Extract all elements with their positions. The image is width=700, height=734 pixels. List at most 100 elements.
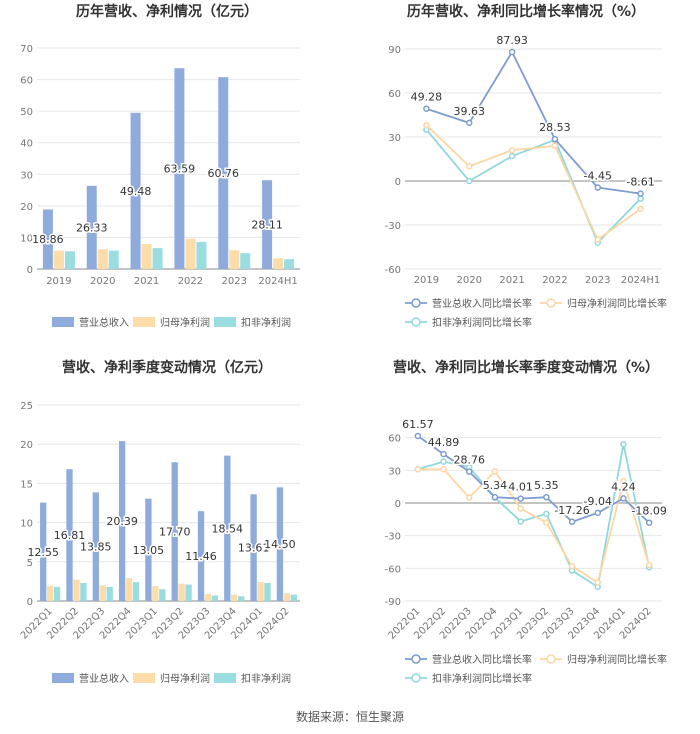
quarterly-growth-point-1 <box>517 505 524 512</box>
quarterly-revenue-bar-1 <box>204 593 212 601</box>
annual-growth-point-1 <box>508 146 516 154</box>
quarterly-revenue-legend-swatch <box>52 673 74 683</box>
quarterly-revenue-bar-2 <box>238 596 245 601</box>
quarterly-growth-legend-label: 归母净利润同比增长率 <box>567 653 667 666</box>
quarterly-growth-data-label: -9.04 <box>584 495 612 508</box>
quarterly-revenue-legend-label: 归母净利润 <box>160 672 210 685</box>
quarterly-revenue-data-label: 14.50 <box>264 538 296 551</box>
annual-revenue-bar-0 <box>174 68 185 269</box>
annual-growth-legend-label: 扣非净利润同比增长率 <box>432 316 532 329</box>
quarterly-growth-point-0 <box>620 495 627 502</box>
quarterly-revenue-bar-2 <box>106 586 113 601</box>
quarterly-revenue-bar-0 <box>171 462 178 601</box>
quarterly-growth-point-1 <box>543 519 550 526</box>
annual-growth-point-0 <box>594 184 601 191</box>
annual-growth-point-1 <box>466 163 473 170</box>
annual-revenue-bar-1 <box>97 249 108 269</box>
quarterly-growth-data-label: 4.01 <box>508 481 533 494</box>
quarterly-revenue-legend-swatch <box>214 673 236 683</box>
annual-revenue-bar-1 <box>53 250 64 269</box>
quarterly-revenue-data-label: 16.81 <box>54 529 86 542</box>
annual-revenue-data-label: 63.59 <box>164 163 196 176</box>
quarterly-revenue-bar-2 <box>264 582 271 601</box>
annual-revenue-ytick-label: 0 <box>27 265 33 276</box>
quarterly-revenue-legend-label: 扣非净利润 <box>241 672 291 685</box>
quarterly-growth-data-label: 5.35 <box>534 479 559 492</box>
quarterly-growth-data-label: -18.09 <box>631 505 666 518</box>
annual-revenue-legend-label: 扣非净利润 <box>241 316 291 329</box>
quarterly-growth-legend-swatch <box>411 673 421 683</box>
annual-revenue-xtick-label: 2021 <box>134 276 159 287</box>
annual-revenue-data-label: 28.11 <box>251 219 283 232</box>
quarterly-growth-legend-label: 营业总收入同比增长率 <box>432 653 532 666</box>
quarterly-revenue-bar-0 <box>118 441 126 601</box>
annual-revenue-ytick-label: 60 <box>20 76 33 87</box>
quarterly-growth-point-0 <box>414 432 422 440</box>
annual-revenue-xtick-label: 2019 <box>46 276 71 287</box>
quarterly-growth-data-label: -17.26 <box>554 504 589 517</box>
quarterly-growth-point-2 <box>543 510 550 518</box>
quarterly-growth-data-label: 61.57 <box>402 418 434 431</box>
annual-revenue-bar-2 <box>108 250 119 269</box>
annual-revenue-bar-2 <box>64 251 75 269</box>
quarterly-revenue-bar-0 <box>92 492 99 601</box>
quarterly-growth-point-0 <box>594 509 601 517</box>
quarterly-growth-point-1 <box>568 562 576 570</box>
annual-growth-point-0 <box>423 105 430 112</box>
quarterly-growth-legend-label: 扣非净利润同比增长率 <box>432 672 532 685</box>
annual-growth-legend-swatch <box>546 298 556 308</box>
quarterly-revenue-bar-2 <box>80 582 87 601</box>
quarterly-revenue-ytick-label: 25 <box>20 401 33 412</box>
quarterly-revenue-data-label: 20.39 <box>106 515 138 528</box>
annual-growth-line-2 <box>425 129 642 245</box>
annual-revenue-title: 历年营收、净利情况（亿元） <box>76 3 258 20</box>
quarterly-growth-data-label: 44.89 <box>428 436 460 449</box>
quarterly-growth-data-label: 5.34 <box>483 479 508 492</box>
quarterly-revenue-bar-1 <box>283 593 291 601</box>
quarterly-revenue-bar-1 <box>46 586 54 601</box>
annual-growth-point-1 <box>551 142 559 150</box>
quarterly-growth-point-1 <box>620 477 627 485</box>
quarterly-revenue-ytick-label: 5 <box>27 558 33 569</box>
quarterly-revenue-bar-1 <box>73 579 80 601</box>
quarterly-revenue-chart: 营收、净利季度变动情况（亿元）05101520252022Q12022Q2202… <box>19 359 300 685</box>
annual-growth-point-2 <box>466 177 473 185</box>
annual-revenue-xtick-label: 2022 <box>178 276 203 287</box>
quarterly-growth-point-2 <box>517 518 524 525</box>
quarterly-growth-ytick-label: 30 <box>388 466 401 477</box>
quarterly-growth-data-label: 28.76 <box>454 454 486 467</box>
annual-revenue-xtick-label: 2020 <box>90 276 115 287</box>
annual-growth-line-0 <box>426 50 641 195</box>
quarterly-revenue-bar-0 <box>66 469 73 601</box>
quarterly-revenue-bar-2 <box>159 589 166 601</box>
quarterly-growth-line-2 <box>417 444 651 589</box>
annual-growth-point-1 <box>423 122 430 129</box>
annual-revenue-bar-1 <box>273 258 284 269</box>
quarterly-growth-point-2 <box>440 458 447 465</box>
annual-revenue-xtick-label: 2024H1 <box>258 276 297 287</box>
annual-revenue-bar-0 <box>42 209 53 269</box>
annual-growth-ytick-label: 30 <box>388 133 401 144</box>
annual-growth-legend-swatch <box>411 298 421 308</box>
quarterly-growth-point-1 <box>440 465 447 473</box>
annual-revenue-legend-swatch <box>133 317 155 327</box>
quarterly-growth-legend-swatch <box>546 654 556 664</box>
annual-growth-ytick-label: 0 <box>395 177 401 188</box>
quarterly-growth-point-0 <box>466 468 473 475</box>
annual-revenue-legend-label: 营业总收入 <box>79 316 129 329</box>
quarterly-growth-point-0 <box>543 493 550 501</box>
quarterly-revenue-bar-0 <box>197 511 205 601</box>
annual-growth-point-1 <box>594 236 601 243</box>
quarterly-growth-ytick-label: -90 <box>385 597 401 608</box>
quarterly-revenue-data-label: 12.55 <box>27 546 59 559</box>
annual-growth-xtick-label: 2022 <box>542 275 567 286</box>
annual-growth-data-label: -4.45 <box>584 170 612 183</box>
quarterly-revenue-ytick-label: 10 <box>20 519 33 530</box>
annual-growth-ytick-label: -30 <box>385 221 401 232</box>
quarterly-revenue-bar-1 <box>231 594 238 601</box>
quarterly-revenue-bar-2 <box>290 594 297 601</box>
annual-revenue-bar-1 <box>141 244 152 269</box>
data-source-footer: 数据来源：恒生聚源 <box>295 710 404 724</box>
annual-growth-title: 历年营收、净利同比增长率情况（%） <box>407 3 645 20</box>
quarterly-revenue-data-label: 17.70 <box>159 526 191 539</box>
